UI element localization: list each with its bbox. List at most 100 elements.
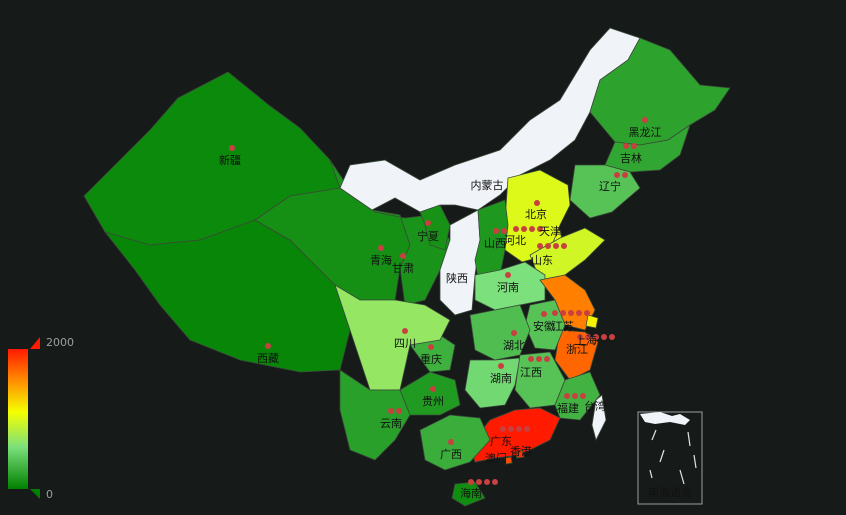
scatter-dot[interactable] [524,426,530,432]
scatter-dot[interactable] [378,245,384,251]
province-label: 云南 [380,417,402,430]
scatter-dot[interactable] [484,479,490,485]
scatter-dot[interactable] [505,272,511,278]
scatter-dot[interactable] [528,356,534,362]
scatter-dot[interactable] [541,311,547,317]
scatter-dot[interactable] [576,310,582,316]
scatter-dot[interactable] [631,143,637,149]
province-label: 吉林 [620,151,642,165]
scatter-dot[interactable] [553,243,559,249]
scatter-dot[interactable] [536,356,542,362]
scatter-dot[interactable] [492,479,498,485]
scatter-dot[interactable] [388,408,394,414]
province-17[interactable] [585,314,599,329]
scatter-dot[interactable] [428,344,434,350]
scatter-dot[interactable] [642,117,648,123]
scatter-dot[interactable] [552,310,558,316]
province-label: 内蒙古 [471,178,504,192]
scatter-dot[interactable] [529,226,535,232]
province-26[interactable] [419,414,491,471]
province-label: 天津 [539,225,561,238]
scatter-dot[interactable] [425,220,431,226]
province-label: 四川 [394,337,416,350]
scatter-dot[interactable] [534,200,540,206]
scatter-dot[interactable] [537,243,543,249]
scatter-dot[interactable] [501,228,507,234]
scatter-dot[interactable] [584,310,590,316]
scatter-dot[interactable] [513,226,519,232]
scatter-dot[interactable] [622,172,628,178]
scatter-dot[interactable] [614,172,620,178]
province-32[interactable] [514,449,525,459]
scatter-dot[interactable] [265,343,271,349]
inset-dash [687,431,691,447]
scatter-dot[interactable] [498,363,504,369]
province-label: 贵州 [422,395,444,408]
visual-map-min-label: 0 [46,488,53,501]
province-label: 台湾 [584,399,606,413]
province-21[interactable] [464,357,521,409]
province-20[interactable] [469,304,531,361]
scatter-dot[interactable] [623,143,629,149]
scatter-dot[interactable] [572,393,578,399]
visual-map-min-handle[interactable] [30,489,40,499]
province-label: 江苏 [552,320,574,333]
province-31[interactable] [339,369,411,461]
scatter-dot[interactable] [609,334,615,340]
inset-dash [693,454,697,469]
scatter-dot[interactable] [430,386,436,392]
scatter-dot[interactable] [229,145,235,151]
scatter-dot[interactable] [568,310,574,316]
scatter-dot[interactable] [400,253,406,259]
scatter-dot[interactable] [564,393,570,399]
province-label: 湖南 [490,372,512,385]
scatter-dot[interactable] [561,243,567,249]
scatter-dot[interactable] [544,356,550,362]
inset-coast [640,412,690,425]
scatter-dot[interactable] [560,310,566,316]
province-30[interactable] [399,371,461,416]
scatter-dot[interactable] [396,408,402,414]
province-label: 新疆 [219,153,241,167]
scatter-dot[interactable] [545,243,551,249]
scatter-dot[interactable] [521,226,527,232]
province-label: 黑龙江 [629,126,662,139]
province-label: 广西 [440,448,462,461]
province-18[interactable] [554,329,599,381]
province-24[interactable] [591,394,607,442]
province-3[interactable] [329,159,451,306]
province-9[interactable] [569,164,641,219]
scatter-dot[interactable] [516,426,522,432]
scatter-dot[interactable] [500,426,506,432]
scatter-layer [229,117,648,485]
scatter-dot[interactable] [448,439,454,445]
province-label: 山东 [531,254,553,267]
visual-map[interactable]: 2000 0 [8,336,74,501]
province-15[interactable] [474,261,546,311]
scatter-dot[interactable] [601,334,607,340]
scatter-dot[interactable] [508,426,514,432]
province-label: 上海 [575,333,597,347]
inset-frame [637,411,703,505]
scatter-dot[interactable] [402,328,408,334]
province-label: 福建 [557,401,579,415]
scatter-dot[interactable] [577,334,583,340]
scatter-dot[interactable] [580,393,586,399]
scatter-dot[interactable] [511,330,517,336]
province-label: 安徽 [533,319,555,333]
province-1[interactable] [103,219,351,373]
scatter-dot[interactable] [537,226,543,232]
scatter-dot[interactable] [468,479,474,485]
province-label: 陕西 [446,271,468,285]
inset-dash [659,449,665,463]
scatter-dot[interactable] [593,334,599,340]
inset-label: 南海诸岛 [648,485,692,499]
province-33[interactable] [504,456,513,465]
scatter-dot[interactable] [585,334,591,340]
province-29[interactable] [334,284,451,391]
visual-map-max-handle[interactable] [30,337,40,349]
visual-map-bar[interactable] [8,349,28,489]
scatter-dot[interactable] [476,479,482,485]
scatter-dot[interactable] [493,228,499,234]
